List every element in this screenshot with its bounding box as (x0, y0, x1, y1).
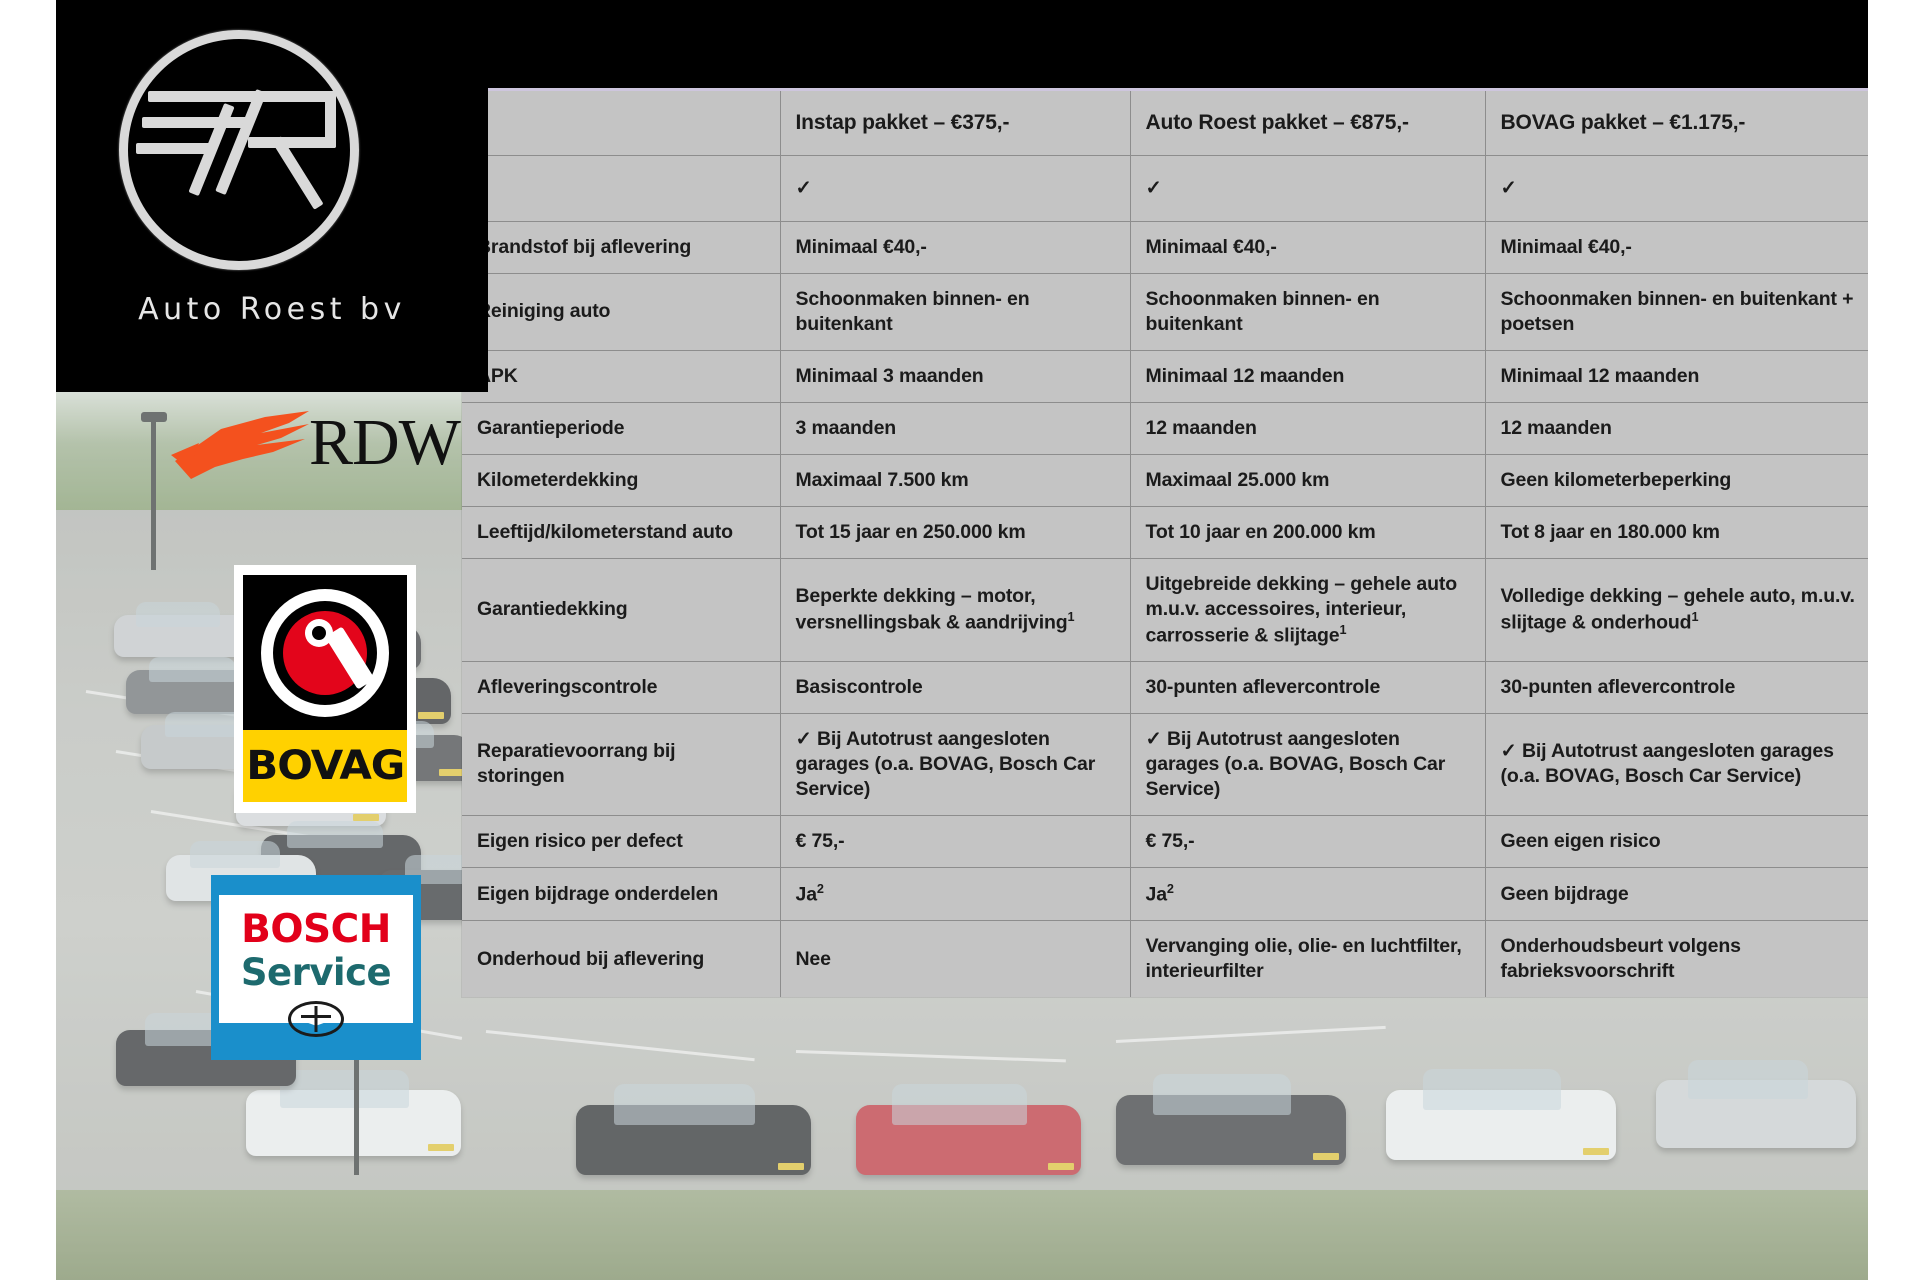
parked-car (246, 1070, 461, 1156)
table-row: ✓ ✓ ✓ (462, 155, 1868, 222)
table-cell: Schoonmaken binnen- en buitenkant + poet… (1485, 273, 1868, 351)
bosch-armature-icon (288, 1001, 344, 1037)
parked-car (1656, 1059, 1856, 1148)
table-cell: Ja2 (1130, 867, 1486, 922)
table-cell: Geen bijdrage (1485, 867, 1868, 922)
table-row: Reiniging auto Schoonmaken binnen- en bui… (462, 273, 1868, 351)
table-cell: 30-punten aflevercontrole (1485, 661, 1868, 714)
grass-field-bottom (56, 1190, 1868, 1280)
row-label (462, 155, 781, 222)
company-logo-panel: Auto Roest bv (56, 0, 488, 392)
table-cell: 12 maanden (1130, 402, 1486, 455)
table-row: APK Minimaal 3 maanden Minimaal 12 maanden… (462, 350, 1868, 403)
table-cell: € 75,- (1130, 815, 1486, 868)
table-cell: 3 maanden (780, 402, 1131, 455)
light-pole (141, 412, 167, 570)
table-cell: Beperkte dekking – motor, versnellingsba… (780, 558, 1131, 663)
column-header-instap: Instap pakket – €375,- (780, 88, 1131, 156)
table-cell: ✓ Bij Autotrust aangesloten garages (o.a… (780, 713, 1131, 816)
table-cell: Ja2 (780, 867, 1131, 922)
table-cell: Minimaal 12 maanden (1130, 350, 1486, 403)
parked-car (1116, 1074, 1346, 1165)
table-row: Eigen risico per defect € 75,- € 75,- Geen … (462, 815, 1868, 868)
table-body: ✓ ✓ ✓ Brandstof bij aflevering Minimaal €40,… (462, 155, 1868, 998)
table-cell: 30-punten aflevercontrole (1130, 661, 1486, 714)
table-cell: ✓ (1485, 155, 1868, 222)
column-header-auto-roest: Auto Roest pakket – €875,- (1130, 88, 1486, 156)
table-cell: Schoonmaken binnen- en buitenkant (1130, 273, 1486, 351)
row-label: Eigen risico per defect (462, 815, 781, 868)
table-cell: ✓ (1130, 155, 1486, 222)
rdw-logo-icon: RDW (169, 395, 499, 505)
table-cell: Minimaal 3 maanden (780, 350, 1131, 403)
table-cell: Tot 15 jaar en 250.000 km (780, 506, 1131, 559)
table-cell: € 75,- (780, 815, 1131, 868)
table-cell: Geen eigen risico (1485, 815, 1868, 868)
package-comparison-table: Instap pakket – €375,- Auto Roest pakket… (462, 88, 1868, 998)
parked-car (1386, 1069, 1616, 1160)
table-row: Eigen bijdrage onderdelen Ja2 Ja2 Geen bijd… (462, 867, 1868, 922)
table-cell: Maximaal 7.500 km (780, 454, 1131, 507)
table-cell: Minimaal €40,- (780, 221, 1131, 274)
table-cell: ✓ (780, 155, 1131, 222)
auto-roest-monogram-icon (119, 30, 359, 270)
table-cell: Vervanging olie, olie- en luchtfilter, i… (1130, 920, 1486, 998)
table-cell: Tot 8 jaar en 180.000 km (1485, 506, 1868, 559)
row-label: Eigen bijdrage onderdelen (462, 867, 781, 922)
content-frame: Auto Roest (56, 0, 1868, 1280)
table-row: Garantiedekking Beperkte dekking – motor,… (462, 558, 1868, 663)
parked-car (856, 1084, 1081, 1175)
row-label: Onderhoud bij aflevering (462, 920, 781, 998)
table-header-row: Instap pakket – €375,- Auto Roest pakket… (462, 88, 1868, 156)
table-row: Garantieperiode 3 maanden 12 maanden 12 maa… (462, 402, 1868, 455)
table-cell: ✓ Bij Autotrust aangesloten garages (o.a… (1130, 713, 1486, 816)
bosch-service-wordmark: Service (240, 951, 392, 994)
row-label: Kilometerdekking (462, 454, 781, 507)
column-header-bovag: BOVAG pakket – €1.175,- (1485, 88, 1868, 156)
column-header-feature (462, 88, 781, 156)
table-cell: 12 maanden (1485, 402, 1868, 455)
table-cell: Minimaal 12 maanden (1485, 350, 1868, 403)
row-label: Reiniging auto (462, 273, 781, 351)
row-label: Garantiedekking (462, 558, 781, 663)
parked-car (114, 602, 254, 657)
table-cell: Minimaal €40,- (1130, 221, 1486, 274)
row-label: Garantieperiode (462, 402, 781, 455)
row-label: Reparatievoorrang bij storingen (462, 713, 781, 816)
table-row: Onderhoud bij aflevering Nee Vervanging ol… (462, 920, 1868, 998)
row-label: APK (462, 350, 781, 403)
bovag-wordmark: BOVAG (246, 743, 405, 789)
bosch-car-service-logo-icon: BOSCH Service (211, 875, 421, 1060)
table-cell: Minimaal €40,- (1485, 221, 1868, 274)
rdw-wordmark: RDW (309, 406, 461, 479)
table-row: Kilometerdekking Maximaal 7.500 km Maximaa… (462, 454, 1868, 507)
table-cell: Nee (780, 920, 1131, 998)
bovag-emblem (243, 575, 407, 730)
table-cell: Uitgebreide dekking – gehele auto m.u.v.… (1130, 558, 1486, 663)
table-cell: ✓ Bij Autotrust aangesloten garages (o.a… (1485, 713, 1868, 816)
table-cell: Onderhoudsbeurt volgens fabrieksvoorschr… (1485, 920, 1868, 998)
table-row: Leeftijd/kilometerstand auto Tot 15 jaar … (462, 506, 1868, 559)
row-label: Afleveringscontrole (462, 661, 781, 714)
bovag-logo-icon: BOVAG (234, 565, 416, 813)
bovag-wordmark-band: BOVAG (243, 730, 407, 802)
company-name-label: Auto Roest bv (138, 292, 406, 327)
table-cell: Tot 10 jaar en 200.000 km (1130, 506, 1486, 559)
table-cell: Volledige dekking – gehele auto, m.u.v. … (1485, 558, 1868, 663)
table-row: Reparatievoorrang bij storingen ✓ Bij Aut… (462, 713, 1868, 816)
table-cell: Basiscontrole (780, 661, 1131, 714)
parked-car (576, 1084, 811, 1175)
table-cell: Maximaal 25.000 km (1130, 454, 1486, 507)
table-row: Brandstof bij aflevering Minimaal €40,- Mi… (462, 221, 1868, 274)
row-label: Brandstof bij aflevering (462, 221, 781, 274)
row-label: Leeftijd/kilometerstand auto (462, 506, 781, 559)
bosch-wordmark: BOSCH (241, 907, 391, 952)
table-row: Afleveringscontrole Basiscontrole 30-punte… (462, 661, 1868, 714)
table-cell: Geen kilometerbeperking (1485, 454, 1868, 507)
table-cell: Schoonmaken binnen- en buitenkant (780, 273, 1131, 351)
